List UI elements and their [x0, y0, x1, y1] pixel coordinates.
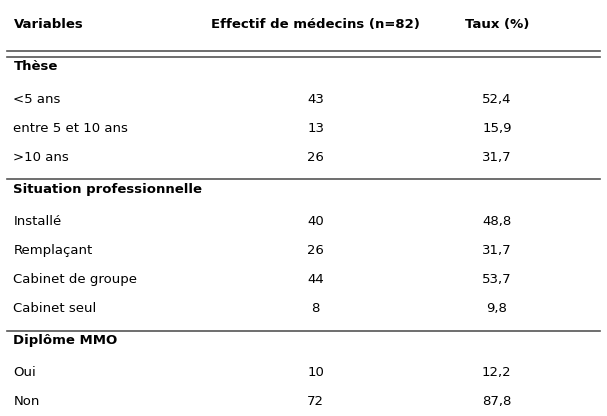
Text: 9,8: 9,8 — [486, 302, 507, 315]
Text: 72: 72 — [307, 395, 324, 408]
Text: 10: 10 — [307, 366, 324, 379]
Text: 52,4: 52,4 — [482, 93, 512, 106]
Text: 8: 8 — [311, 302, 320, 315]
Text: Situation professionnelle: Situation professionnelle — [13, 183, 203, 196]
Text: Taux (%): Taux (%) — [465, 18, 529, 31]
Text: >10 ans: >10 ans — [13, 151, 69, 163]
Text: Diplôme MMO: Diplôme MMO — [13, 334, 118, 347]
Text: 31,7: 31,7 — [482, 151, 512, 163]
Text: 53,7: 53,7 — [482, 273, 512, 286]
Text: Non: Non — [13, 395, 40, 408]
Text: <5 ans: <5 ans — [13, 93, 61, 106]
Text: Effectif de médecins (n=82): Effectif de médecins (n=82) — [211, 18, 420, 31]
Text: 26: 26 — [307, 151, 324, 163]
Text: Variables: Variables — [13, 18, 83, 31]
Text: 87,8: 87,8 — [482, 395, 512, 408]
Text: Cabinet seul: Cabinet seul — [13, 302, 97, 315]
Text: Installé: Installé — [13, 215, 62, 228]
Text: 13: 13 — [307, 121, 324, 135]
Text: 43: 43 — [307, 93, 324, 106]
Text: entre 5 et 10 ans: entre 5 et 10 ans — [13, 121, 128, 135]
Text: 12,2: 12,2 — [482, 366, 512, 379]
Text: 40: 40 — [307, 215, 324, 228]
Text: 44: 44 — [307, 273, 324, 286]
Text: 31,7: 31,7 — [482, 244, 512, 257]
Text: Thèse: Thèse — [13, 60, 58, 74]
Text: Remplaçant: Remplaçant — [13, 244, 93, 257]
Text: Oui: Oui — [13, 366, 36, 379]
Text: 48,8: 48,8 — [482, 215, 512, 228]
Text: 15,9: 15,9 — [482, 121, 512, 135]
Text: Cabinet de groupe: Cabinet de groupe — [13, 273, 137, 286]
Text: 26: 26 — [307, 244, 324, 257]
